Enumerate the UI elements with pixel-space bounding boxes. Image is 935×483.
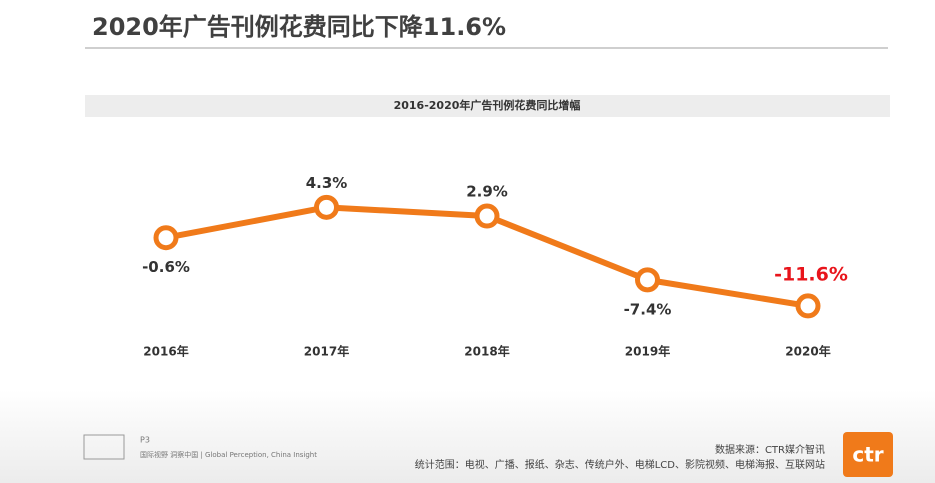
logo: ctr: [852, 443, 883, 467]
point-marker: [474, 203, 500, 229]
plot: 2016年 2017年 2018年 2019年 2020年 -0.6% 4.3% 2.9% -7…: [142, 174, 848, 359]
slogan: 国际视野 洞察中国 | Global Perception, China Ins…: [140, 450, 317, 459]
cert-icon: [83, 434, 125, 460]
x-tick-label: 2018年: [464, 344, 509, 359]
point-marker: [795, 293, 821, 319]
x-tick-label: 2020年: [785, 344, 830, 359]
footer-background: [0, 390, 935, 483]
point-marker: [153, 225, 179, 251]
x-tick-label: 2019年: [625, 344, 670, 359]
point-marker: [635, 267, 660, 293]
page-title: 2020年广告刊例花费同比下降11.6%: [92, 13, 506, 41]
data-label: 4.3%: [306, 174, 348, 192]
point-marker: [314, 194, 339, 220]
x-tick-label: 2017年: [304, 344, 349, 359]
data-label: -11.6%: [774, 263, 848, 285]
x-tick-label: 2016年: [143, 344, 188, 359]
data-label: 2.9%: [466, 183, 508, 201]
data-label: -7.4%: [624, 300, 672, 318]
source: 数据来源：CTR媒介智讯: [715, 443, 825, 456]
logo-box: [843, 432, 893, 477]
page-number: P3: [140, 436, 150, 445]
data-label: -0.6%: [142, 258, 190, 276]
chart-title-band: [85, 95, 890, 117]
chart-title: 2016-2020年广告刊例花费同比增幅: [394, 98, 581, 112]
scope: 统计范围：电视、广播、报纸、杂志、传统户外、电梯LCD、影院视频、电梯海报、互联…: [415, 458, 825, 471]
